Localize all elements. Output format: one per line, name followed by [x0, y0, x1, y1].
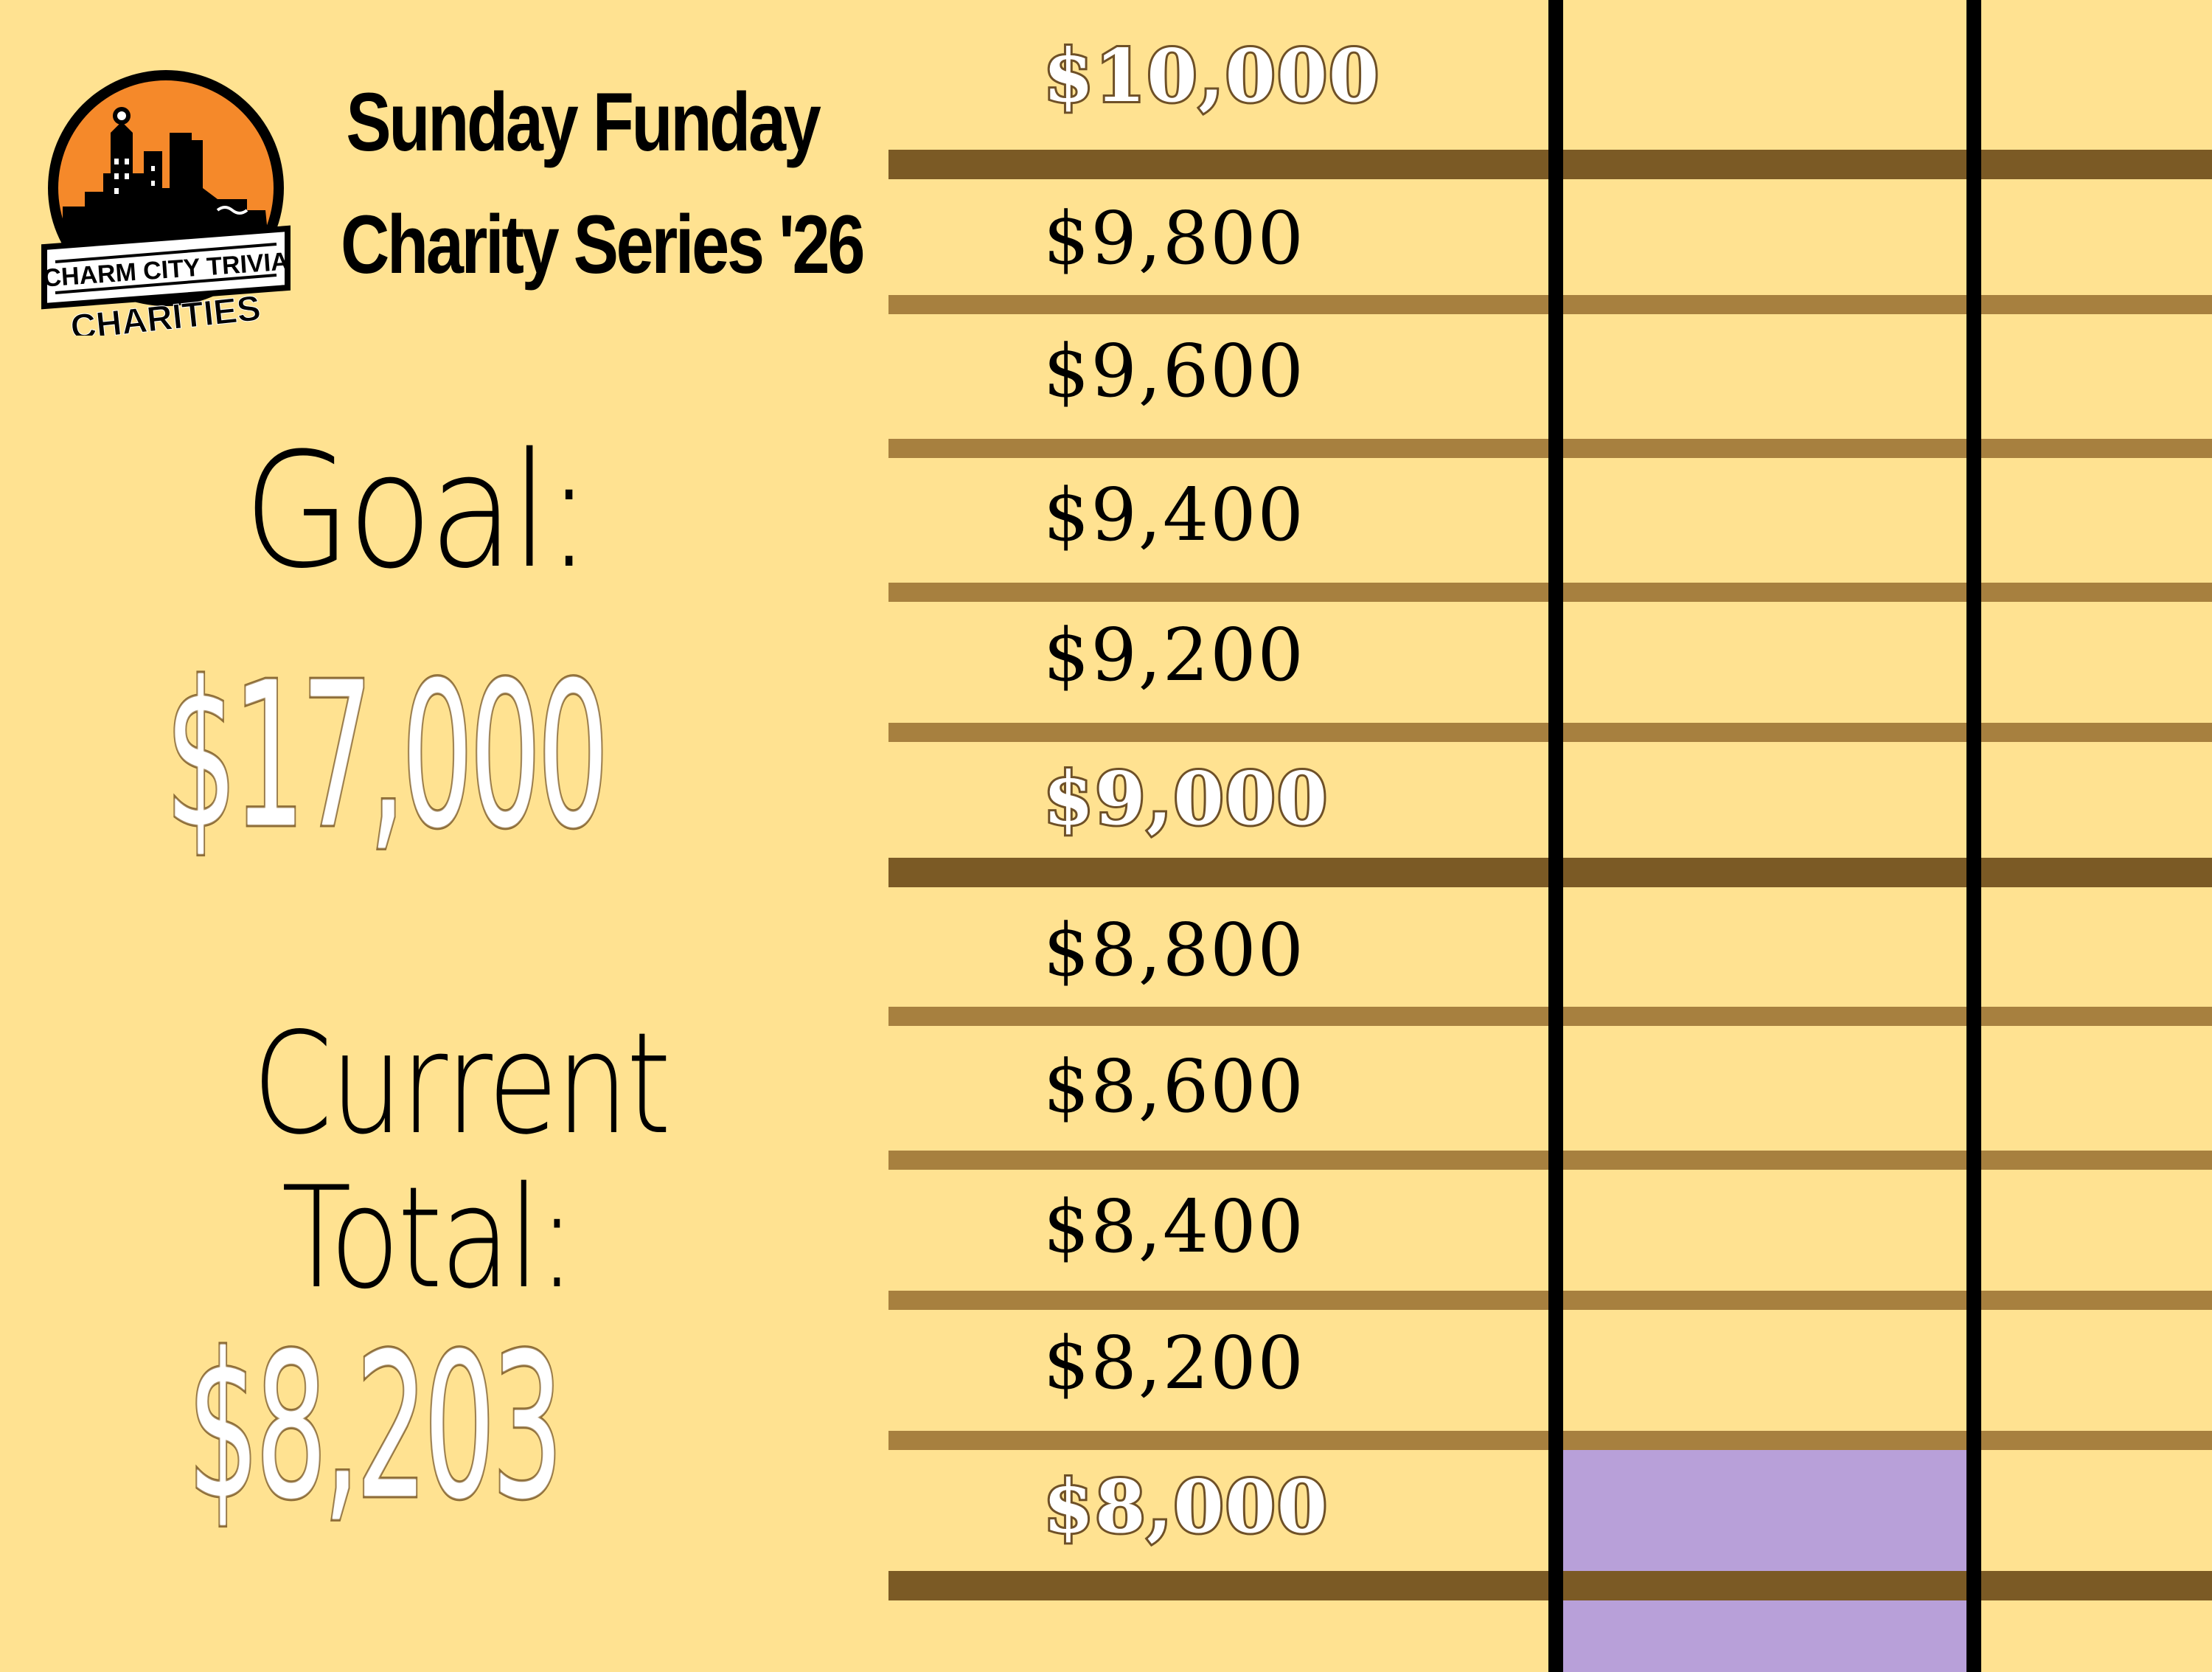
charm-city-trivia-charities-logo: CHARM CITY TRIVIA CHARITIES: [33, 63, 299, 348]
title-line-1: Sunday Funday: [346, 76, 821, 168]
tick-label: $9,400: [1043, 473, 1305, 558]
thermometer-fill: [1562, 1447, 1966, 1672]
tick-label: $9,800: [1043, 197, 1305, 281]
current-amount: $8,203: [187, 1311, 565, 1543]
thermometer-right-edge: [1966, 0, 1981, 1672]
logo-graphic: CHARM CITY TRIVIA CHARITIES: [41, 70, 291, 348]
tick-label: $8,200: [1043, 1322, 1305, 1406]
tick-label: $9,000: [1041, 757, 1329, 842]
tick-label: $10,000: [1041, 34, 1381, 119]
tick-label: $9,200: [1043, 614, 1305, 698]
current-label-line2: Total:: [281, 1156, 577, 1319]
current-total-label: Current Total:: [214, 1002, 671, 1319]
page-title: Sunday Funday Charity Series '26: [288, 81, 877, 286]
current-label-line1: Current: [252, 1002, 671, 1165]
goal-label: Goal:: [243, 418, 593, 603]
tick-label: $8,000: [1041, 1465, 1329, 1550]
tick-label: $8,600: [1043, 1045, 1305, 1129]
tick-label: $8,400: [1043, 1185, 1305, 1269]
tick-label: $9,600: [1043, 330, 1305, 414]
title-line-2: Charity Series '26: [341, 198, 865, 291]
goal-amount: $17,000: [164, 639, 611, 872]
thermometer-left-edge: [1548, 0, 1563, 1672]
tick-label: $8,800: [1043, 909, 1305, 993]
